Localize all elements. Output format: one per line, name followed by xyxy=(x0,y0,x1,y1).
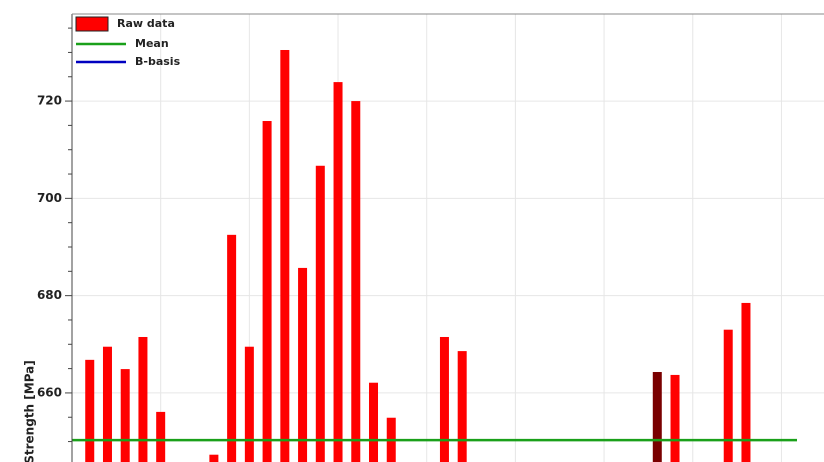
bar xyxy=(120,369,130,462)
bar xyxy=(315,165,325,462)
y-tick-label: 720 xyxy=(37,94,62,108)
bar xyxy=(280,49,290,462)
legend-swatch xyxy=(75,16,109,32)
bar xyxy=(85,359,95,462)
legend-label: B-basis xyxy=(135,55,181,68)
bar xyxy=(457,351,467,462)
bar xyxy=(156,411,166,462)
bar xyxy=(262,121,272,462)
y-axis-title: Strength [MPa] xyxy=(23,360,37,462)
bar xyxy=(351,101,361,462)
bar xyxy=(723,329,733,462)
bar xyxy=(227,234,237,462)
bar xyxy=(298,267,308,462)
legend-label: Mean xyxy=(135,37,169,50)
bar xyxy=(369,382,379,462)
bar xyxy=(102,346,112,462)
bar xyxy=(333,82,343,462)
y-tick-label: 680 xyxy=(37,288,62,302)
y-tick-label: 660 xyxy=(37,385,62,399)
bar xyxy=(138,336,148,462)
bar xyxy=(670,374,680,462)
plot-area xyxy=(72,14,824,462)
y-tick-label: 700 xyxy=(37,191,62,205)
legend-label: Raw data xyxy=(117,17,175,30)
bar xyxy=(439,336,449,462)
bar xyxy=(244,346,254,462)
bar xyxy=(652,372,662,462)
bar xyxy=(209,454,219,462)
bar xyxy=(741,302,751,462)
